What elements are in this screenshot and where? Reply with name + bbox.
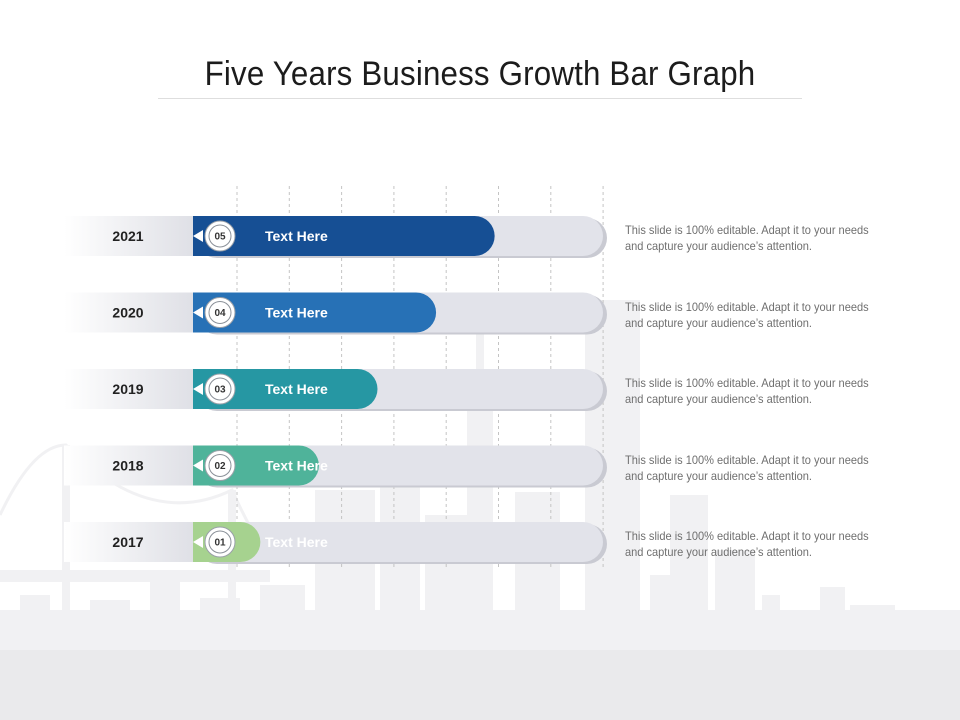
badge-circle xyxy=(208,530,232,554)
bar-row: 2017 01 Text Here xyxy=(64,522,607,564)
bar-row: 2018 02 Text Here xyxy=(64,445,607,488)
bar-label: Text Here xyxy=(265,534,328,550)
bar-label: Text Here xyxy=(265,305,328,321)
pointer-icon xyxy=(193,230,203,242)
year-label: 2018 xyxy=(112,458,143,474)
bar-label: Text Here xyxy=(265,228,328,244)
year-box xyxy=(64,445,193,486)
badge-number: 04 xyxy=(214,308,226,319)
year-label: 2020 xyxy=(112,305,143,321)
badge-number: 03 xyxy=(214,385,226,396)
bar-row: 2019 03 Text Here xyxy=(64,369,607,411)
bar-row: 2021 05 Text Here xyxy=(64,216,607,258)
year-label: 2021 xyxy=(112,228,143,244)
badge-circle xyxy=(208,377,232,401)
title-divider xyxy=(158,98,802,99)
bar-track xyxy=(193,522,603,562)
year-box xyxy=(64,292,193,333)
year-label: 2019 xyxy=(112,381,143,397)
badge-circle xyxy=(208,224,232,248)
badge-number: 01 xyxy=(214,538,226,549)
description-text: This slide is 100% editable. Adapt it to… xyxy=(625,299,869,330)
description-text: This slide is 100% editable. Adapt it to… xyxy=(625,529,869,559)
description-text: This slide is 100% editable. Adapt it to… xyxy=(625,223,869,253)
year-box xyxy=(64,522,193,562)
pointer-icon xyxy=(193,536,203,548)
badge-circle xyxy=(208,454,232,477)
pointer-icon xyxy=(193,306,203,319)
badge-number: 05 xyxy=(214,232,226,243)
bar xyxy=(193,369,378,409)
bar xyxy=(193,216,495,256)
badge-number: 02 xyxy=(214,461,226,472)
badge-circle xyxy=(208,301,232,324)
bar xyxy=(193,292,437,333)
pointer-icon xyxy=(193,459,203,472)
description-text: This slide is 100% editable. Adapt it to… xyxy=(625,376,869,406)
year-box xyxy=(64,216,193,256)
bar-row: 2020 04 Text Here xyxy=(64,292,607,335)
pointer-icon xyxy=(193,383,203,395)
description-text: This slide is 100% editable. Adapt it to… xyxy=(625,452,869,483)
bar-label: Text Here xyxy=(265,458,328,474)
year-label: 2017 xyxy=(112,534,143,550)
page-title: Five Years Business Growth Bar Graph xyxy=(204,55,756,93)
bar-label: Text Here xyxy=(265,381,328,397)
year-box xyxy=(64,369,193,409)
